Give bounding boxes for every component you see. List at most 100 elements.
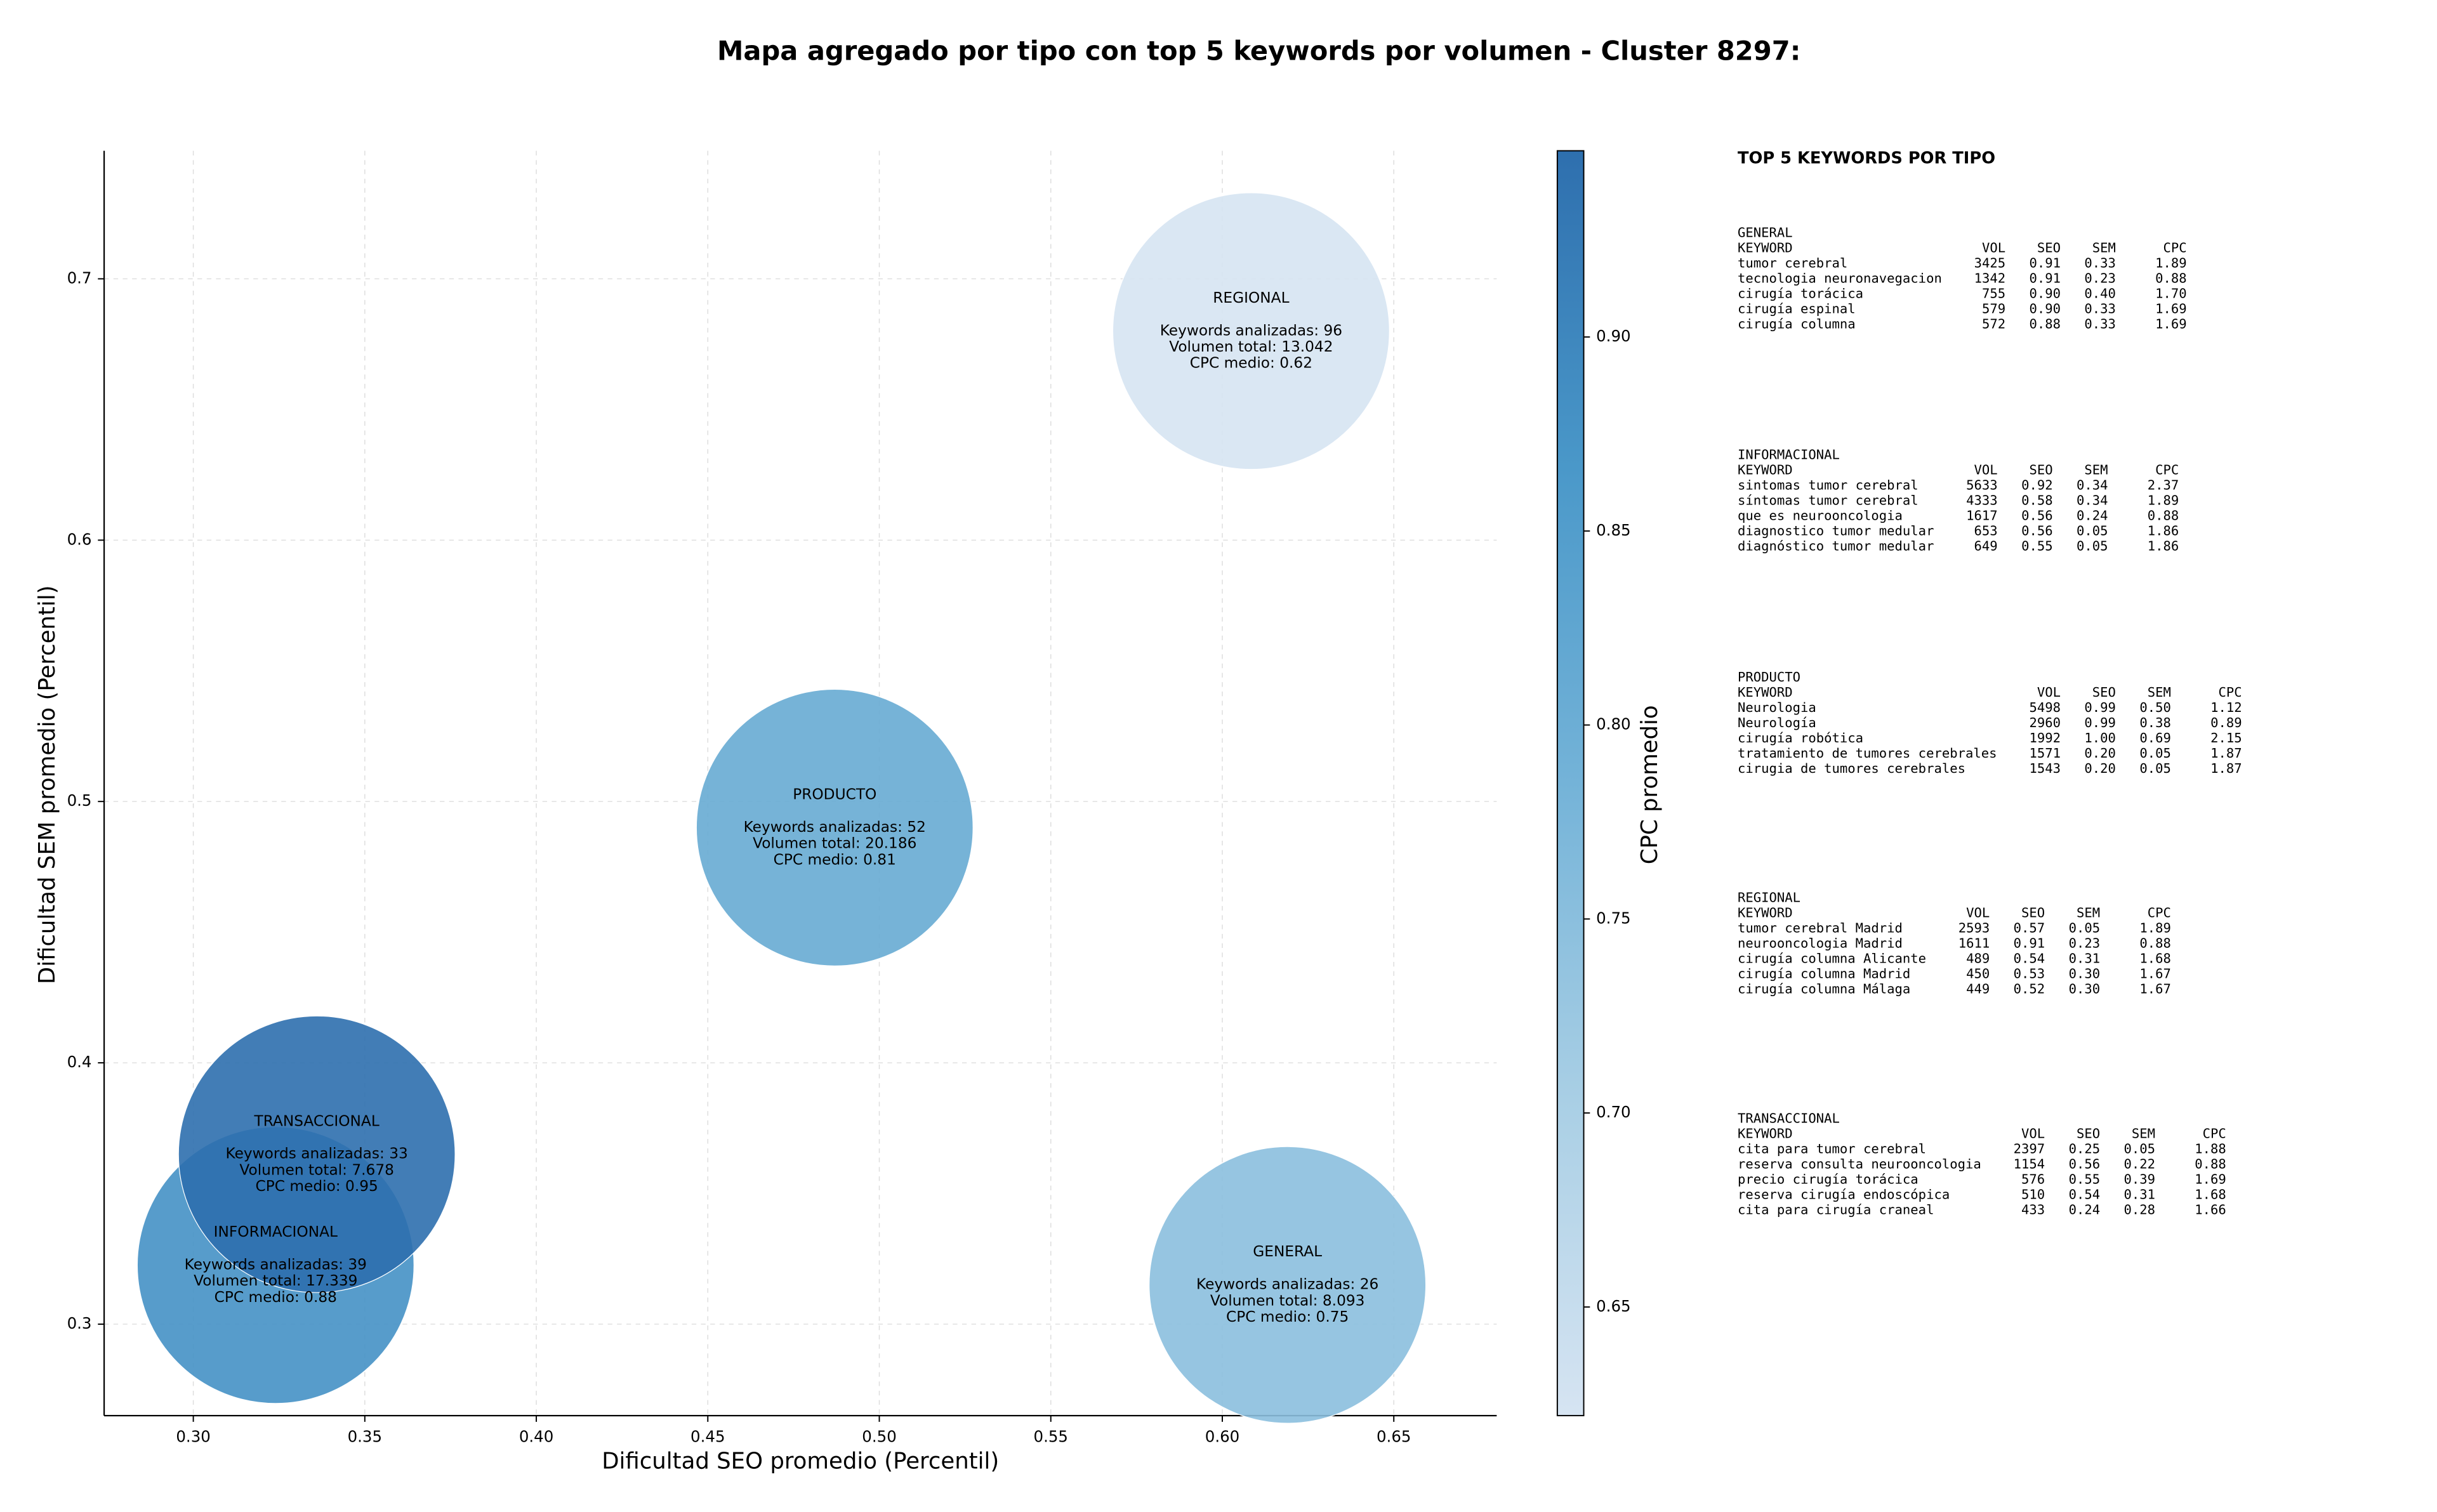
bubble-label: Keywords analizadas: 26	[1196, 1276, 1378, 1293]
table-header: CPC	[2203, 1126, 2226, 1141]
table-cell: 653	[1974, 523, 1998, 539]
bubble-label: Keywords analizadas: 52	[744, 818, 926, 836]
table-cell: cirugía columna Madrid	[1738, 966, 1910, 982]
section-title: GENERAL	[1738, 225, 1793, 240]
table-header: VOL	[2021, 1126, 2045, 1141]
bubble-name: REGIONAL	[1213, 289, 1289, 306]
table-cell: 0.24	[2069, 1202, 2101, 1217]
table-header: SEO	[2077, 1126, 2100, 1141]
table-cell: 0.88	[2139, 936, 2171, 951]
bubble-label: Volumen total: 8.093	[1210, 1292, 1365, 1309]
bubble-label: Volumen total: 13.042	[1169, 338, 1333, 355]
x-tick-label: 0.50	[862, 1427, 896, 1445]
table-cell: 1611	[1958, 936, 1990, 951]
table-cell: 2.15	[2210, 730, 2242, 746]
table-cell: 579	[1982, 301, 2005, 316]
table-cell: 2960	[2029, 715, 2061, 730]
table-cell: 0.57	[2014, 921, 2045, 936]
table-cell: Neurología	[1738, 715, 1816, 730]
bubble-name: GENERAL	[1253, 1243, 1322, 1260]
table-cell: diagnostico tumor medular	[1738, 523, 1934, 539]
table-header: SEM	[2092, 240, 2116, 255]
table-cell: 576	[2021, 1171, 2045, 1187]
table-cell: 0.56	[2021, 523, 2053, 539]
table-cell: síntomas tumor cerebral	[1738, 493, 1919, 508]
table-cell: 4333	[1966, 493, 1998, 508]
table-header: SEO	[2092, 685, 2116, 700]
chart-title: Mapa agregado por tipo con top 5 keyword…	[717, 35, 1800, 66]
table-cell: tumor cerebral	[1738, 255, 1847, 270]
table-cell: 449	[1966, 982, 1990, 997]
panel-title: TOP 5 KEYWORDS POR TIPO	[1738, 148, 1995, 168]
table-cell: precio cirugía torácica	[1738, 1171, 1919, 1187]
table-cell: 0.91	[2029, 255, 2061, 270]
table-cell: tumor cerebral Madrid	[1738, 921, 1903, 936]
table-cell: tecnologia neuronavegacion	[1738, 270, 1942, 286]
y-tick-label: 0.7	[67, 268, 92, 287]
table-cell: 0.92	[2021, 478, 2053, 493]
table-cell: 0.90	[2029, 301, 2061, 316]
table-cell: 1.86	[2148, 523, 2179, 539]
table-cell: cita para cirugía craneal	[1738, 1202, 1934, 1217]
table-header: KEYWORD	[1738, 1126, 1793, 1141]
x-tick-label: 0.65	[1377, 1427, 1411, 1445]
table-cell: 755	[1982, 286, 2005, 301]
table-cell: 450	[1966, 966, 1990, 982]
bubble-label: Keywords analizadas: 39	[185, 1256, 367, 1273]
table-cell: 0.55	[2021, 539, 2053, 554]
table-cell: cirugía columna Alicante	[1738, 951, 1926, 966]
table-cell: 2397	[2014, 1141, 2045, 1156]
section-title: INFORMACIONAL	[1738, 447, 1840, 463]
table-cell: diagnóstico tumor medular	[1738, 539, 1934, 554]
table-cell: 0.99	[2084, 715, 2116, 730]
bubble-name: TRANSACCIONAL	[254, 1112, 380, 1129]
table-cell: 1.67	[2139, 966, 2171, 982]
table-cell: tratamiento de tumores cerebrales	[1738, 746, 1997, 761]
bubble-name: PRODUCTO	[793, 786, 876, 803]
y-tick-label: 0.6	[67, 530, 92, 548]
x-tick-label: 0.45	[690, 1427, 725, 1445]
table-cell: 0.54	[2069, 1187, 2101, 1202]
table-cell: 1.87	[2210, 746, 2242, 761]
table-cell: cita para tumor cerebral	[1738, 1141, 1926, 1156]
table-cell: 0.56	[2021, 508, 2053, 523]
y-axis-label: Dificultad SEM promedio (Percentil)	[34, 585, 60, 984]
table-cell: 0.34	[2077, 493, 2108, 508]
table-cell: 433	[2021, 1202, 2045, 1217]
table-cell: 0.40	[2084, 286, 2116, 301]
bubble-label: CPC medio: 0.75	[1226, 1308, 1349, 1325]
table-cell: 0.28	[2123, 1202, 2155, 1217]
table-cell: 1.89	[2139, 921, 2171, 936]
table-cell: 1.67	[2139, 982, 2171, 997]
table-header: SEM	[2084, 463, 2108, 478]
table-cell: 1.69	[2155, 301, 2187, 316]
table-cell: 1.68	[2195, 1187, 2226, 1202]
x-axis-label: Dificultad SEO promedio (Percentil)	[602, 1449, 999, 1475]
table-header: CPC	[2163, 240, 2187, 255]
bubble-label: Keywords analizadas: 33	[225, 1145, 407, 1162]
bubble	[1149, 1146, 1427, 1424]
table-cell: 0.05	[2077, 539, 2108, 554]
table-header: SEO	[2021, 905, 2045, 921]
table-cell: 1.89	[2155, 255, 2187, 270]
table-cell: 0.31	[2069, 951, 2101, 966]
section-title: REGIONAL	[1738, 890, 1800, 905]
table-cell: 0.05	[2139, 746, 2171, 761]
table-cell: 0.90	[2029, 286, 2061, 301]
bubble	[178, 1015, 456, 1293]
table-cell: 0.33	[2084, 255, 2116, 270]
bubble-label: CPC medio: 0.95	[256, 1178, 378, 1195]
table-cell: 572	[1982, 316, 2005, 331]
table-header: KEYWORD	[1738, 685, 1793, 700]
table-cell: cirugía robótica	[1738, 730, 1863, 746]
section-title: TRANSACCIONAL	[1738, 1110, 1840, 1126]
table-cell: 1.70	[2155, 286, 2187, 301]
table-cell: 3425	[1974, 255, 2006, 270]
table-cell: 0.54	[2014, 951, 2045, 966]
table-cell: 0.22	[2123, 1156, 2155, 1171]
table-cell: 0.88	[2029, 316, 2061, 331]
table-cell: 0.38	[2139, 715, 2171, 730]
table-cell: 0.88	[2155, 270, 2187, 286]
bubble	[696, 688, 974, 966]
